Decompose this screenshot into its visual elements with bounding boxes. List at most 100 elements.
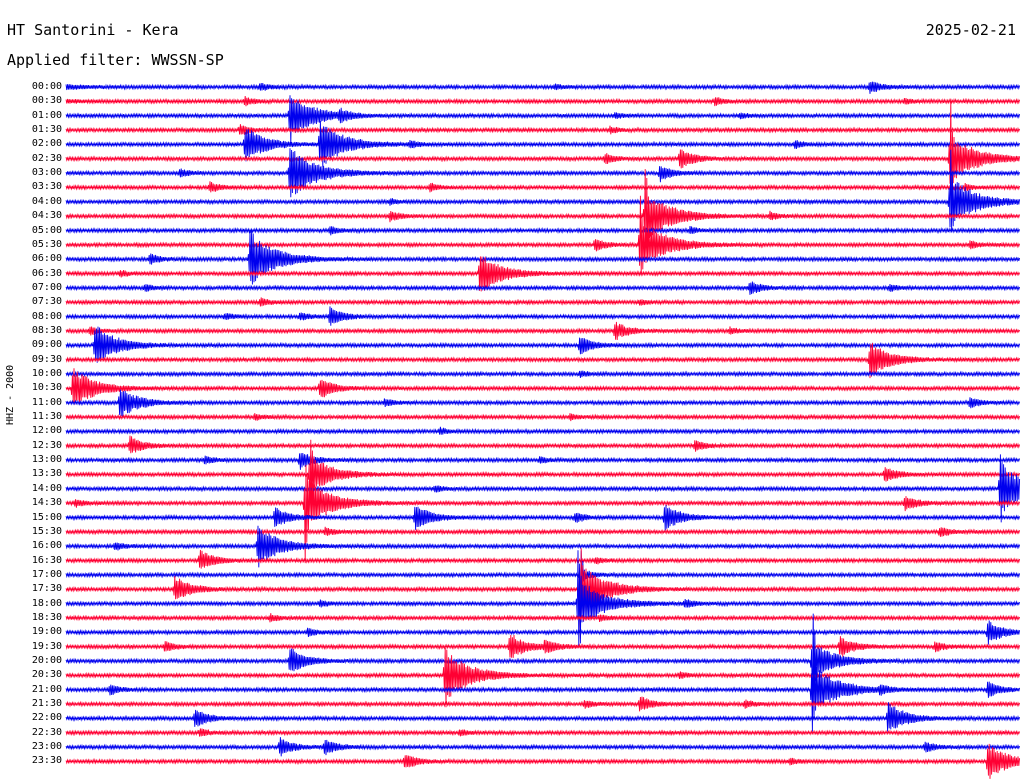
time-label: 17:00 bbox=[31, 568, 62, 580]
time-label: 03:30 bbox=[31, 181, 62, 193]
trace-line bbox=[65, 226, 1021, 236]
trace-line bbox=[65, 169, 1021, 257]
time-label: 07:00 bbox=[31, 281, 62, 293]
time-label: 23:00 bbox=[31, 741, 62, 753]
time-label: 04:00 bbox=[31, 195, 62, 207]
trace-line bbox=[65, 98, 1021, 209]
trace-line bbox=[65, 368, 1021, 405]
trace-line bbox=[65, 548, 1021, 639]
time-label: 15:30 bbox=[31, 525, 62, 537]
trace-line bbox=[65, 321, 1021, 341]
trace-line bbox=[65, 550, 1021, 607]
time-label: 10:30 bbox=[31, 382, 62, 394]
trace-line bbox=[65, 413, 1021, 422]
station-title: HT Santorini - Kera bbox=[7, 21, 179, 39]
time-label: 16:00 bbox=[31, 540, 62, 552]
trace-line bbox=[65, 389, 1021, 418]
time-label: 22:00 bbox=[31, 712, 62, 724]
time-label: 19:00 bbox=[31, 626, 62, 638]
trace-line bbox=[65, 702, 1021, 732]
trace-line bbox=[65, 148, 1021, 198]
time-label: 09:30 bbox=[31, 353, 62, 365]
trace-line bbox=[65, 426, 1021, 435]
time-label: 13:00 bbox=[31, 454, 62, 466]
time-label: 08:00 bbox=[31, 310, 62, 322]
trace-line bbox=[65, 149, 1021, 231]
record-date: 2025-02-21 bbox=[925, 21, 1016, 39]
filter-label: Applied filter: WWSSN-SP bbox=[7, 51, 224, 69]
trace-line bbox=[65, 549, 1021, 569]
time-label: 19:30 bbox=[31, 640, 62, 652]
trace-line bbox=[65, 439, 1021, 515]
trace-line bbox=[65, 743, 1021, 779]
trace-line bbox=[65, 195, 1021, 275]
trace-line bbox=[65, 505, 1021, 531]
trace-line bbox=[65, 342, 1021, 379]
trace-line bbox=[65, 120, 1021, 167]
time-label: 00:00 bbox=[31, 81, 62, 92]
time-label: 06:00 bbox=[31, 253, 62, 265]
trace-line bbox=[65, 464, 1021, 564]
trace-line bbox=[65, 81, 1021, 94]
time-label: 20:30 bbox=[31, 669, 62, 681]
time-label: 02:00 bbox=[31, 138, 62, 150]
trace-line bbox=[65, 649, 1021, 732]
trace-line bbox=[65, 181, 1021, 193]
trace-line bbox=[65, 256, 1021, 292]
time-label: 04:30 bbox=[31, 210, 62, 222]
time-label: 13:30 bbox=[31, 468, 62, 480]
time-label: 17:30 bbox=[31, 583, 62, 595]
trace-line bbox=[65, 613, 1021, 718]
trace-line bbox=[65, 647, 1021, 708]
time-label: 21:30 bbox=[31, 698, 62, 710]
trace-line bbox=[65, 728, 1021, 737]
trace-line bbox=[65, 326, 1021, 363]
time-label: 02:30 bbox=[31, 152, 62, 164]
trace-line bbox=[65, 454, 1021, 523]
time-label: 20:00 bbox=[31, 655, 62, 666]
time-label: 16:30 bbox=[31, 554, 62, 566]
trace-line bbox=[65, 95, 1021, 107]
time-label: 08:30 bbox=[31, 324, 62, 336]
time-label: 21:00 bbox=[31, 683, 62, 695]
trace-line bbox=[65, 737, 1021, 757]
trace-line bbox=[65, 620, 1021, 645]
time-label: 06:30 bbox=[31, 267, 62, 279]
trace-line bbox=[65, 550, 1021, 646]
time-label: 11:00 bbox=[31, 396, 62, 408]
time-label: 00:30 bbox=[31, 95, 62, 107]
time-label: 01:00 bbox=[31, 109, 62, 121]
trace-line bbox=[65, 370, 1021, 378]
time-label: 15:00 bbox=[31, 511, 62, 523]
time-label: 09:00 bbox=[31, 339, 62, 351]
trace-line bbox=[65, 306, 1021, 326]
trace-line bbox=[65, 452, 1021, 470]
trace-line bbox=[65, 526, 1021, 537]
time-label: 14:00 bbox=[31, 482, 62, 494]
time-label: 18:30 bbox=[31, 611, 62, 623]
time-label: 12:30 bbox=[31, 439, 62, 451]
time-label: 23:30 bbox=[31, 755, 62, 767]
time-label: 10:00 bbox=[31, 368, 62, 379]
trace-line bbox=[65, 613, 1021, 623]
time-label: 11:30 bbox=[31, 411, 62, 423]
time-label: 07:30 bbox=[31, 296, 62, 308]
trace-line bbox=[65, 525, 1021, 568]
trace-line bbox=[65, 435, 1021, 454]
trace-line bbox=[65, 281, 1021, 295]
time-label: 05:00 bbox=[31, 224, 62, 236]
time-label: 18:00 bbox=[31, 597, 62, 609]
trace-line bbox=[65, 95, 1021, 145]
trace-line bbox=[65, 696, 1021, 712]
time-label: 03:00 bbox=[31, 167, 62, 179]
trace-line bbox=[65, 124, 1021, 135]
time-label: 05:30 bbox=[31, 238, 62, 250]
trace-line bbox=[65, 229, 1021, 285]
time-label: 01:30 bbox=[31, 124, 62, 136]
trace-line bbox=[65, 634, 1021, 658]
time-label: 14:30 bbox=[31, 497, 62, 509]
time-label: 12:00 bbox=[31, 425, 62, 437]
trace-line bbox=[65, 297, 1021, 307]
time-label: 22:30 bbox=[31, 726, 62, 738]
